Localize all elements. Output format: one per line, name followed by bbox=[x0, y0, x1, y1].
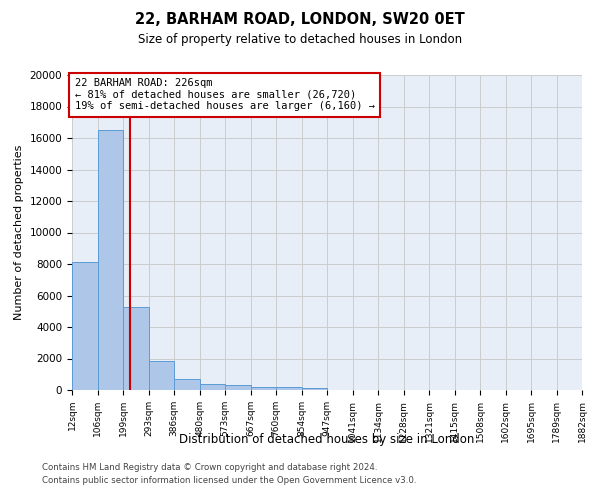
Bar bbox=[200, 384, 225, 390]
Bar bbox=[174, 379, 200, 390]
Y-axis label: Number of detached properties: Number of detached properties bbox=[14, 145, 24, 320]
Bar bbox=[225, 386, 251, 390]
Bar bbox=[123, 306, 149, 390]
Text: 22, BARHAM ROAD, LONDON, SW20 0ET: 22, BARHAM ROAD, LONDON, SW20 0ET bbox=[135, 12, 465, 28]
Bar bbox=[98, 130, 123, 390]
Bar bbox=[251, 386, 276, 390]
Bar bbox=[302, 388, 327, 390]
Text: Size of property relative to detached houses in London: Size of property relative to detached ho… bbox=[138, 32, 462, 46]
Text: Contains public sector information licensed under the Open Government Licence v3: Contains public sector information licen… bbox=[42, 476, 416, 485]
Bar bbox=[276, 388, 302, 390]
Text: Contains HM Land Registry data © Crown copyright and database right 2024.: Contains HM Land Registry data © Crown c… bbox=[42, 462, 377, 471]
Bar bbox=[72, 262, 98, 390]
Text: Distribution of detached houses by size in London: Distribution of detached houses by size … bbox=[179, 432, 475, 446]
Text: 22 BARHAM ROAD: 226sqm
← 81% of detached houses are smaller (26,720)
19% of semi: 22 BARHAM ROAD: 226sqm ← 81% of detached… bbox=[74, 78, 374, 112]
Bar bbox=[149, 361, 174, 390]
